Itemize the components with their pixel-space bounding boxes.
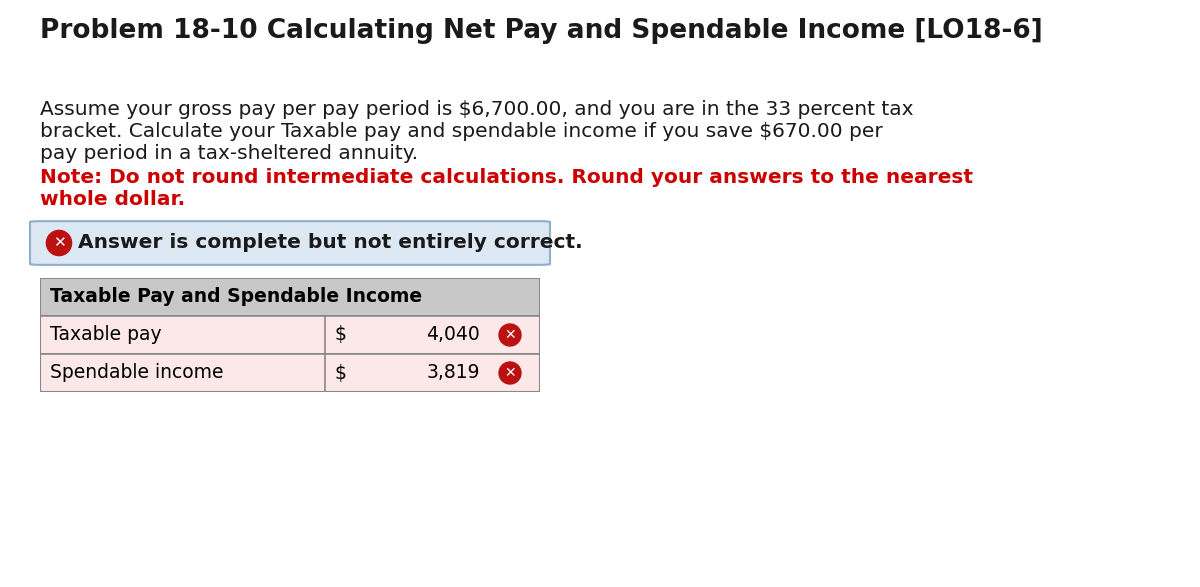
Text: $: $ (335, 363, 347, 383)
Text: bracket. Calculate your Taxable pay and spendable income if you save $670.00 per: bracket. Calculate your Taxable pay and … (40, 122, 883, 141)
Text: ✕: ✕ (504, 328, 516, 342)
Text: Taxable Pay and Spendable Income: Taxable Pay and Spendable Income (50, 288, 422, 306)
Text: Problem 18-10 Calculating Net Pay and Spendable Income [LO18-6]: Problem 18-10 Calculating Net Pay and Sp… (40, 18, 1043, 44)
Text: Taxable pay: Taxable pay (50, 326, 162, 345)
Text: ✕: ✕ (53, 235, 65, 251)
Text: 4,040: 4,040 (426, 326, 480, 345)
Text: Assume your gross pay per pay period is $6,700.00, and you are in the 33 percent: Assume your gross pay per pay period is … (40, 100, 913, 119)
Text: $: $ (335, 326, 347, 345)
Text: pay period in a tax-sheltered annuity.: pay period in a tax-sheltered annuity. (40, 144, 418, 163)
Text: whole dollar.: whole dollar. (40, 190, 185, 209)
Bar (40, 316, 540, 354)
Text: Spendable income: Spendable income (50, 363, 223, 383)
Bar (40, 354, 540, 392)
Bar (40, 278, 540, 316)
Text: Note: Do not round intermediate calculations. Round your answers to the nearest: Note: Do not round intermediate calculat… (40, 168, 973, 187)
FancyBboxPatch shape (30, 221, 550, 265)
Ellipse shape (47, 231, 72, 255)
Text: ✕: ✕ (504, 366, 516, 380)
Circle shape (499, 362, 521, 384)
Text: 3,819: 3,819 (426, 363, 480, 383)
Circle shape (499, 324, 521, 346)
Text: Answer is complete but not entirely correct.: Answer is complete but not entirely corr… (78, 234, 582, 252)
